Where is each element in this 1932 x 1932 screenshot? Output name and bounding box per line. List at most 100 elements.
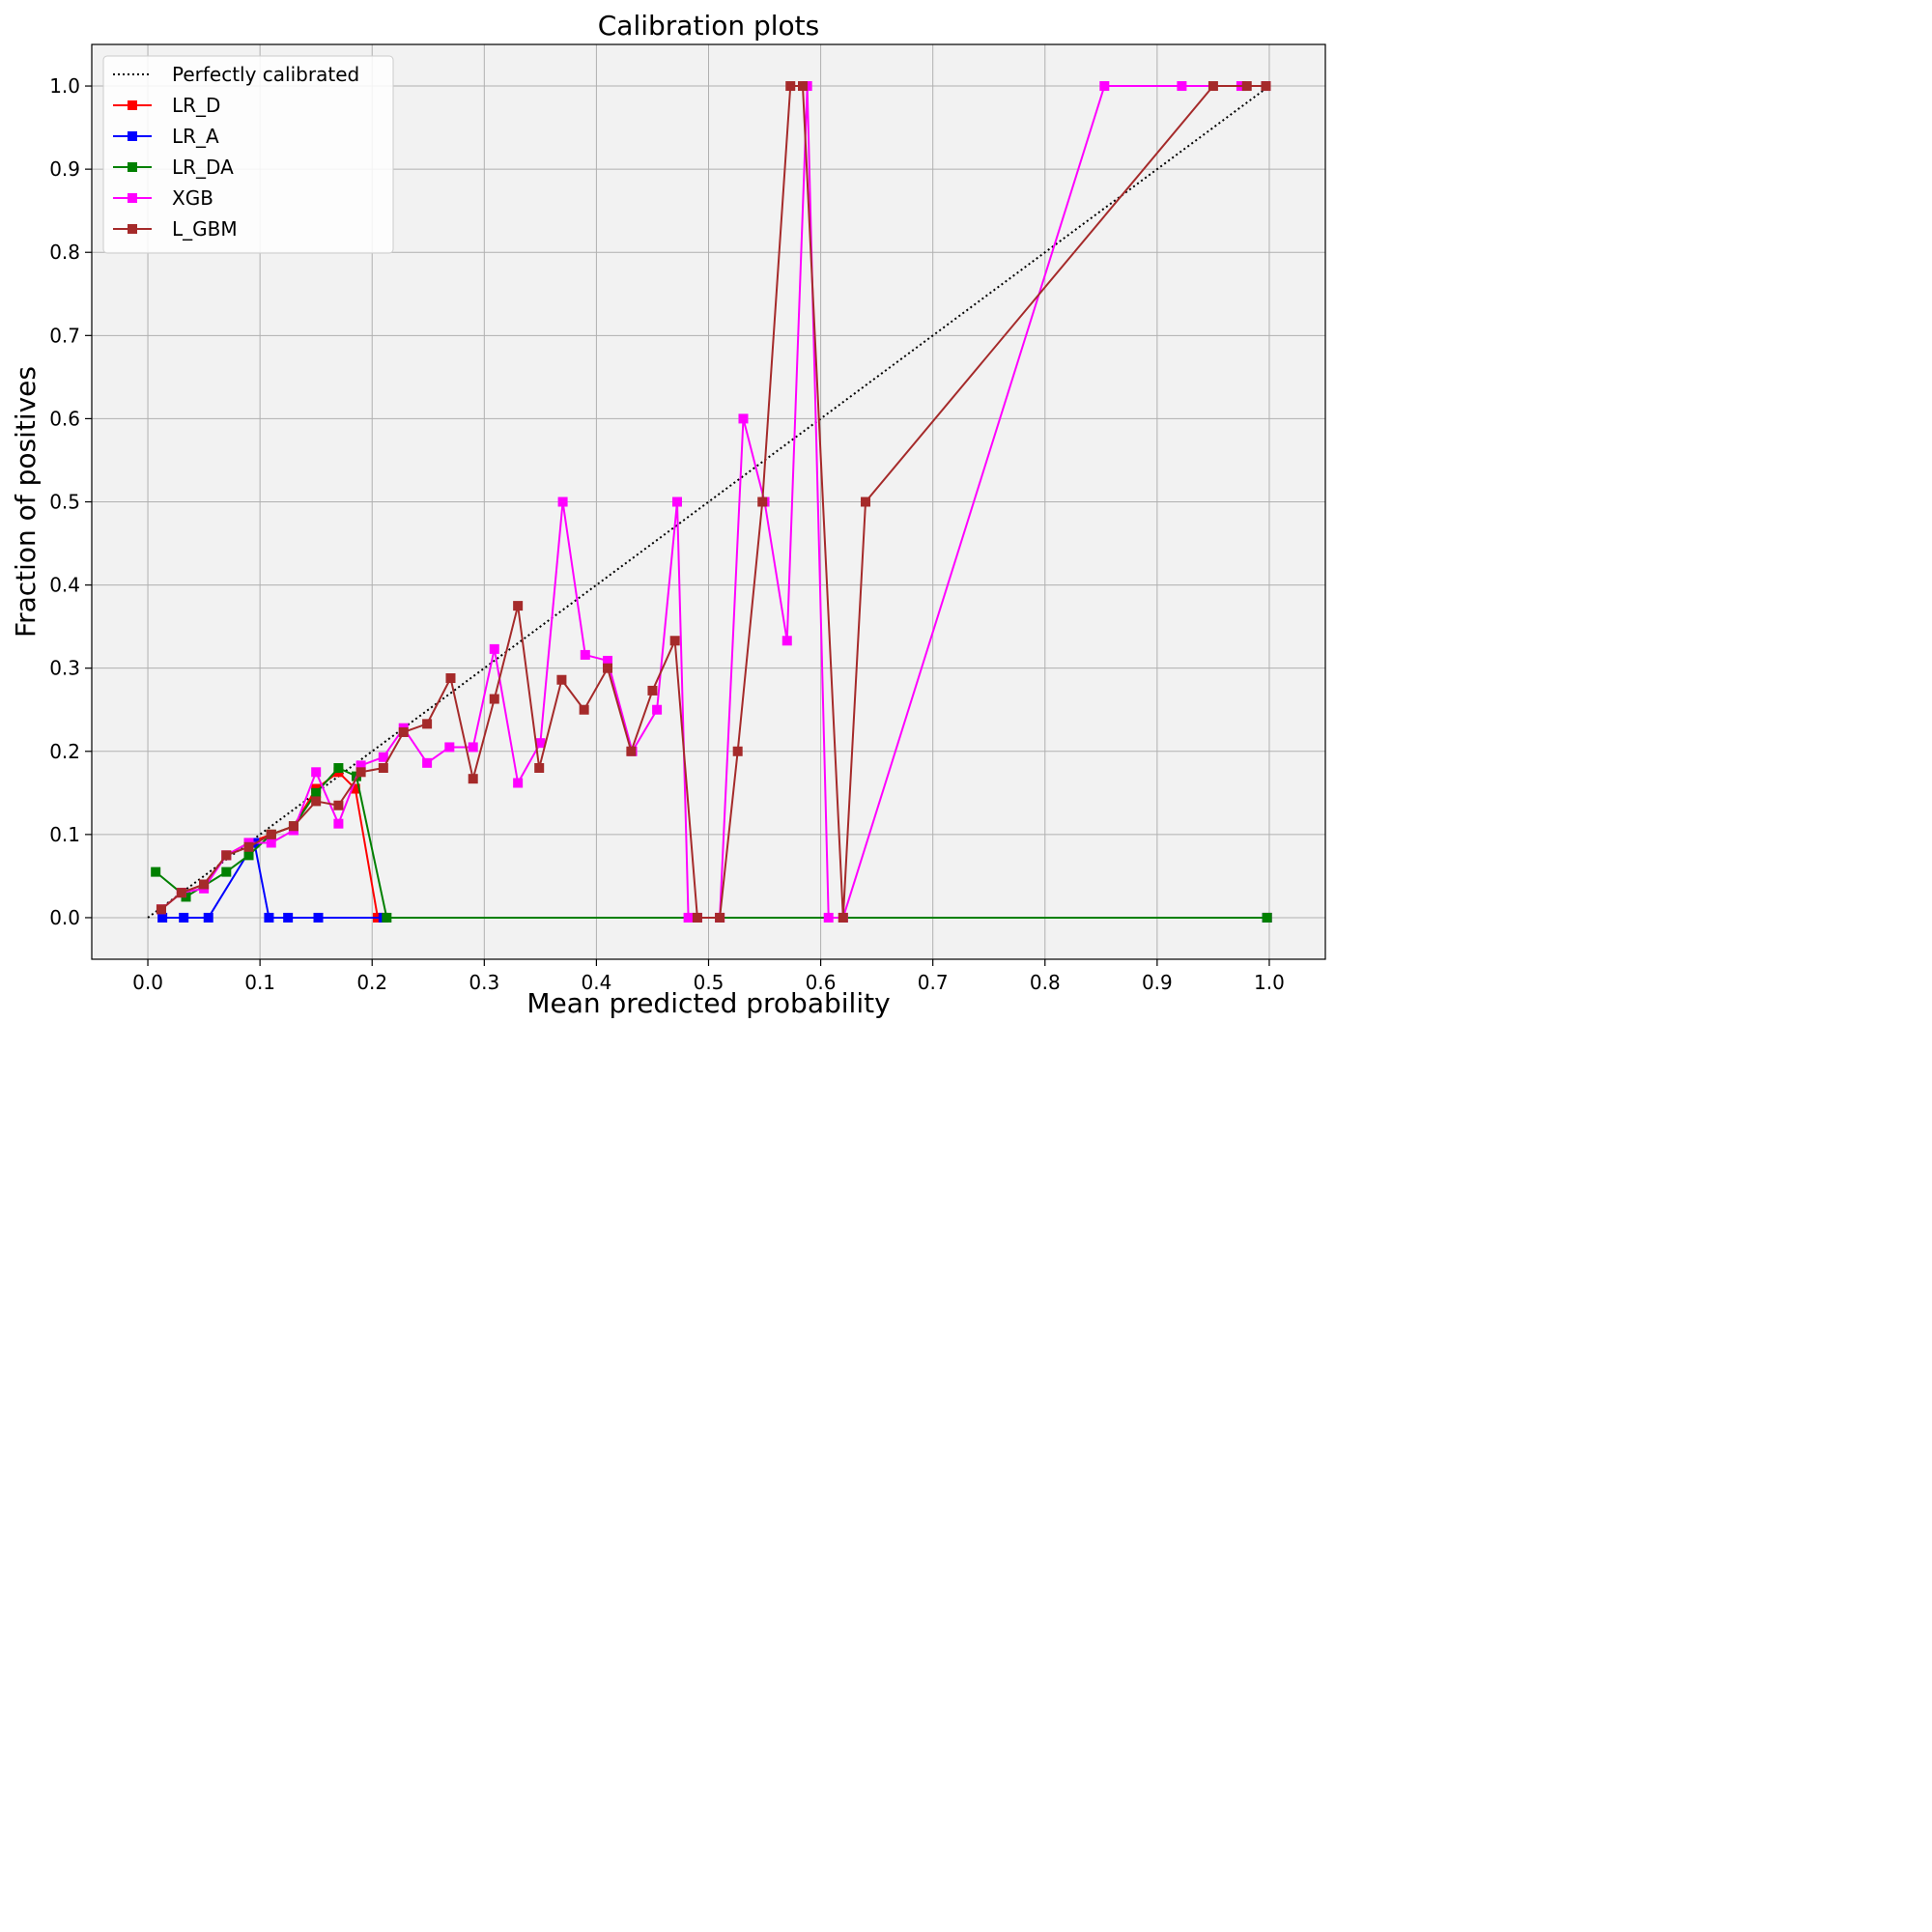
data-point-xgb (535, 738, 546, 749)
legend-entry-lr-da: LR_DA (113, 156, 234, 179)
legend-marker-lr-da (128, 162, 137, 172)
data-point-l-gbm (757, 497, 768, 507)
x-tick-label: 0.3 (469, 971, 499, 994)
data-point-xgb (333, 818, 344, 829)
data-point-lr-a (264, 912, 274, 923)
data-point-l-gbm (445, 673, 456, 684)
data-point-xgb (557, 497, 568, 507)
data-point-l-gbm (221, 850, 232, 861)
data-point-lr-da (243, 850, 254, 861)
data-point-l-gbm (156, 904, 166, 915)
x-axis-label: Mean predicted probability (526, 987, 890, 1019)
x-tick-label: 0.4 (582, 971, 612, 994)
legend-marker-lr-a (128, 131, 137, 141)
y-tick-label: 0.9 (49, 157, 80, 181)
data-point-lr-da (333, 762, 344, 773)
data-point-lr-a (283, 912, 294, 923)
legend-label-lr-a: LR_A (172, 125, 219, 148)
legend: Perfectly calibrated LR_D LR_A LR_DA XGB L_GB… (102, 55, 394, 254)
y-tick-label: 0.4 (49, 574, 80, 597)
legend-entry-xgb: XGB (113, 186, 213, 210)
data-point-l-gbm (534, 762, 545, 773)
data-point-lr-a (313, 912, 324, 923)
data-point-l-gbm (669, 636, 680, 646)
y-tick-label: 0.7 (49, 324, 80, 347)
perfectly-calibrated-line (147, 85, 1270, 919)
data-point-l-gbm (176, 888, 186, 898)
data-point-l-gbm (266, 829, 276, 839)
data-point-xgb (513, 778, 524, 788)
x-tick-label: 0.8 (1030, 971, 1061, 994)
data-point-l-gbm (692, 912, 702, 923)
data-point-xgb (468, 742, 478, 753)
chart-title: Calibration plots (598, 10, 820, 42)
data-point-l-gbm (378, 762, 388, 773)
legend-label-lr-d: LR_D (172, 94, 220, 117)
data-point-lr-da (221, 867, 232, 877)
legend-box (102, 55, 394, 254)
data-point-l-gbm (785, 81, 796, 92)
data-point-l-gbm (647, 685, 658, 696)
data-point-xgb (311, 767, 322, 778)
y-tick-label: 0.5 (49, 491, 80, 514)
data-point-l-gbm (311, 796, 322, 807)
y-tick-label: 0.2 (49, 740, 80, 763)
legend-label-l-gbm: L_GBM (172, 217, 238, 241)
x-tick-label: 0.5 (694, 971, 724, 994)
data-point-lr-da (382, 912, 392, 923)
legend-label-xgb: XGB (172, 186, 213, 210)
y-tick-label: 0.0 (49, 906, 80, 929)
data-point-l-gbm (513, 601, 524, 611)
data-point-lr-da (311, 787, 322, 798)
x-tick-label: 1.0 (1254, 971, 1285, 994)
data-point-xgb (489, 643, 499, 654)
data-point-lr-a (157, 912, 168, 923)
data-point-xgb (355, 760, 366, 771)
data-point-l-gbm (556, 674, 567, 685)
data-point-xgb (781, 636, 792, 646)
data-point-xgb (266, 838, 276, 848)
legend-label-perfectly-calibrated: Perfectly calibrated (172, 63, 359, 86)
y-tick-label: 0.8 (49, 241, 80, 264)
data-point-l-gbm (732, 746, 743, 756)
ticks: 0.0 0.1 0.2 0.3 0.4 0.5 0.6 0.7 0.8 0.9 1.0 0.0 0.1 0… (49, 74, 1285, 994)
data-point-l-gbm (579, 704, 589, 715)
data-point-xgb (1099, 81, 1110, 92)
data-point-xgb (652, 704, 663, 715)
legend-entry-lr-a: LR_A (113, 125, 219, 148)
data-point-lr-a (179, 912, 189, 923)
legend-marker-xgb (128, 193, 137, 203)
x-tick-label: 0.1 (244, 971, 275, 994)
data-point-l-gbm (1208, 81, 1218, 92)
data-point-l-gbm (603, 663, 613, 673)
data-point-xgb (671, 497, 682, 507)
data-point-xgb (378, 752, 388, 762)
legend-marker-l-gbm (128, 224, 137, 234)
data-point-l-gbm (355, 767, 366, 778)
data-point-l-gbm (1261, 81, 1271, 92)
data-point-l-gbm (398, 726, 409, 737)
data-point-l-gbm (838, 912, 848, 923)
legend-entry-l-gbm: L_GBM (113, 217, 238, 241)
data-point-xgb (1177, 81, 1187, 92)
data-point-l-gbm (468, 774, 478, 784)
y-tick-label: 1.0 (49, 74, 80, 98)
data-point-lr-da (151, 867, 161, 877)
data-point-xgb (580, 649, 590, 660)
data-point-xgb (823, 912, 834, 923)
x-tick-label: 0.6 (806, 971, 837, 994)
data-point-l-gbm (715, 912, 725, 923)
data-point-l-gbm (1241, 81, 1252, 92)
y-axis-label: Fraction of positives (10, 366, 42, 638)
data-point-l-gbm (422, 719, 433, 729)
data-point-xgb (603, 655, 613, 666)
data-point-l-gbm (626, 746, 637, 756)
data-point-l-gbm (798, 81, 809, 92)
legend-entry-perfectly-calibrated: Perfectly calibrated (113, 63, 359, 86)
data-point-l-gbm (333, 800, 344, 810)
data-point-l-gbm (288, 821, 298, 832)
data-point-xgb (738, 413, 749, 424)
x-tick-label: 0.2 (356, 971, 387, 994)
data-point-lr-da (1262, 912, 1272, 923)
